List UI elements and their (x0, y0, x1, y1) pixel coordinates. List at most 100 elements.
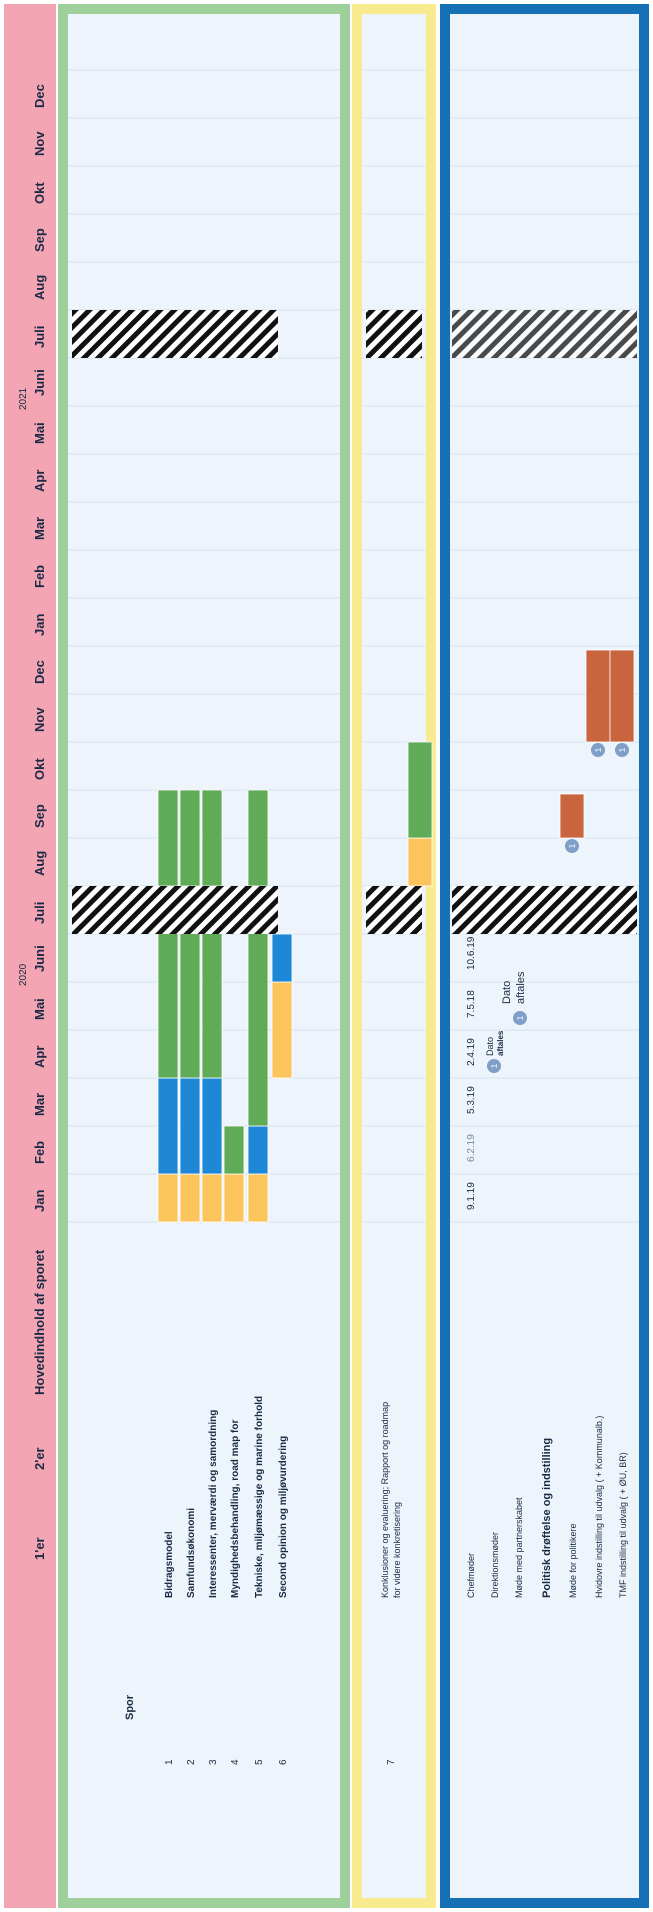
month-label-19: Aug (32, 275, 47, 300)
bar-spor-3-3 (201, 789, 223, 887)
spor-7-label-line2: for videre konkretisering (392, 1502, 402, 1598)
dato-aftales-1-mark-circle (487, 1059, 501, 1073)
year-2020-label: 2020 (18, 963, 29, 986)
milestone-row-label-2: Møde med partnerskabet (514, 1497, 524, 1598)
milestone-row-label-3: Politisk drøftelse og indstilling (541, 1438, 553, 1598)
spor-number-1: 1 (164, 1759, 175, 1765)
bar-spor-5-1 (247, 1125, 269, 1175)
spor-label-3: Interessenter, merværdi og samordning (208, 1410, 219, 1598)
bar-spor-3-0 (201, 1173, 223, 1223)
vacation-hatch-yellow-1 (366, 310, 422, 358)
milestone-mark-1-text: 1 (594, 747, 603, 752)
month-label-12: Jan (32, 614, 47, 636)
chefmoede-date-2: 5.3.19 (466, 1086, 477, 1114)
month-label-9: Okt (32, 758, 47, 780)
month-label-11: Dec (32, 660, 47, 684)
bar-spor-5-3 (247, 789, 269, 887)
vacation-hatch-green-0 (72, 886, 278, 934)
chefmoede-date-0: 9.1.19 (466, 1182, 477, 1210)
dato-aftales-1-line1: Dato (485, 1037, 495, 1056)
dato-aftales-2-mark-circle (513, 1011, 527, 1025)
month-label-7: Aug (32, 851, 47, 876)
bar-spor-5-0 (247, 1173, 269, 1223)
chefmoede-date-3: 2.4.19 (466, 1038, 477, 1066)
bar-spor-3-1 (201, 1077, 223, 1175)
spor-number-6: 6 (278, 1759, 289, 1765)
bar-spor-2-1 (179, 1077, 201, 1175)
vacation-hatch-yellow-0 (366, 886, 422, 934)
col-hovedindhold-label: Hovedindhold af sporet (32, 1249, 47, 1395)
dato-aftales-2-line1: Dato (501, 981, 513, 1004)
bar-spor-7-1 (407, 741, 433, 839)
milestone-row-label-6: TMF indstilling til udvalg ( + ØU, BR) (618, 1452, 628, 1598)
dato-aftales-2-line2: aftales (515, 971, 527, 1004)
vacation-hatch-green-1 (72, 310, 278, 358)
vacation-hatch-blue-0 (452, 886, 637, 934)
spor-number-5: 5 (254, 1759, 265, 1765)
spor-label: Spor (124, 1694, 136, 1720)
month-label-14: Mar (32, 517, 47, 540)
orange-bar-0 (559, 793, 585, 839)
spor-7-label-line1: Konklusioner og evaluering; Rapport og r… (380, 1402, 390, 1598)
milestone-row-label-4: Møde for politikere (568, 1523, 578, 1598)
month-label-6: Juli (32, 902, 47, 924)
milestone-row-label-1: Direktionsmøder (490, 1532, 500, 1598)
month-label-16: Mai (32, 422, 47, 444)
dato-aftales-1-line2: aftales (496, 1030, 505, 1056)
spor-label-6: Second opinion og miljøvurdering (278, 1436, 289, 1598)
bar-spor-7-0 (407, 837, 433, 887)
bar-spor-6-0 (271, 981, 293, 1079)
month-label-1: Feb (32, 1141, 47, 1164)
bar-spor-6-1 (271, 933, 293, 983)
milestone-row-label-0: Chefmøder (466, 1553, 476, 1598)
bar-spor-1-3 (157, 789, 179, 887)
month-label-15: Apr (32, 470, 47, 492)
month-label-13: Feb (32, 565, 47, 588)
chefmoede-date-5: 10.6.19 (466, 936, 477, 970)
month-label-20: Sep (32, 228, 47, 252)
year-2021-label: 2021 (18, 387, 29, 410)
bar-spor-1-0 (157, 1173, 179, 1223)
bar-spor-1-1 (157, 1077, 179, 1175)
spor-label-1: Bidragsmodel (164, 1531, 175, 1598)
col-1er-label: 1'er (32, 1537, 47, 1560)
month-label-17: Juni (32, 369, 47, 396)
milestone-mark-0-text: 1 (568, 843, 577, 848)
month-label-5: Juni (32, 945, 47, 972)
milestone-mark-2-circle (615, 743, 629, 757)
dato-aftales-2-mark-text: 1 (516, 1015, 525, 1020)
spor-label-2: Samfundsøkonomi (186, 1508, 197, 1598)
month-label-21: Okt (32, 182, 47, 204)
spor-number-4: 4 (230, 1759, 241, 1765)
spor-number-2: 2 (186, 1759, 197, 1765)
month-label-22: Nov (32, 131, 47, 156)
bar-spor-2-0 (179, 1173, 201, 1223)
month-label-2: Mar (32, 1093, 47, 1116)
month-label-4: Mai (32, 998, 47, 1020)
header-strip (4, 4, 56, 1908)
chefmoede-date-1: 6.2.19 (466, 1134, 477, 1162)
blue-section-frame-inner (450, 14, 639, 1898)
month-label-3: Apr (32, 1046, 47, 1068)
yellow-section-frame-inner (362, 14, 426, 1898)
month-label-10: Nov (32, 707, 47, 732)
col-2er-label: 2'er (32, 1447, 47, 1470)
month-label-18: Juli (32, 326, 47, 348)
bar-spor-4-1 (223, 1125, 245, 1175)
month-label-0: Jan (32, 1190, 47, 1212)
milestone-mark-0-circle (565, 839, 579, 853)
spor-label-5: Tekniske, miljømæssige og marine forhold (254, 1396, 265, 1598)
milestone-row-label-5: Hvidovre indstilling til udvalg ( + Komm… (594, 1416, 604, 1598)
orange-bar-2 (609, 649, 635, 743)
month-label-8: Sep (32, 804, 47, 828)
spor-label-4: Myndighedsbehandling, road map for (230, 1420, 241, 1598)
bar-spor-2-3 (179, 789, 201, 887)
dato-aftales-1-mark-text: 1 (490, 1063, 499, 1068)
month-label-23: Dec (32, 84, 47, 108)
chefmoede-date-4: 7.5.18 (466, 990, 477, 1018)
spor-number-3: 3 (208, 1759, 219, 1765)
orange-bar-1 (585, 649, 611, 743)
milestone-mark-1-circle (591, 743, 605, 757)
